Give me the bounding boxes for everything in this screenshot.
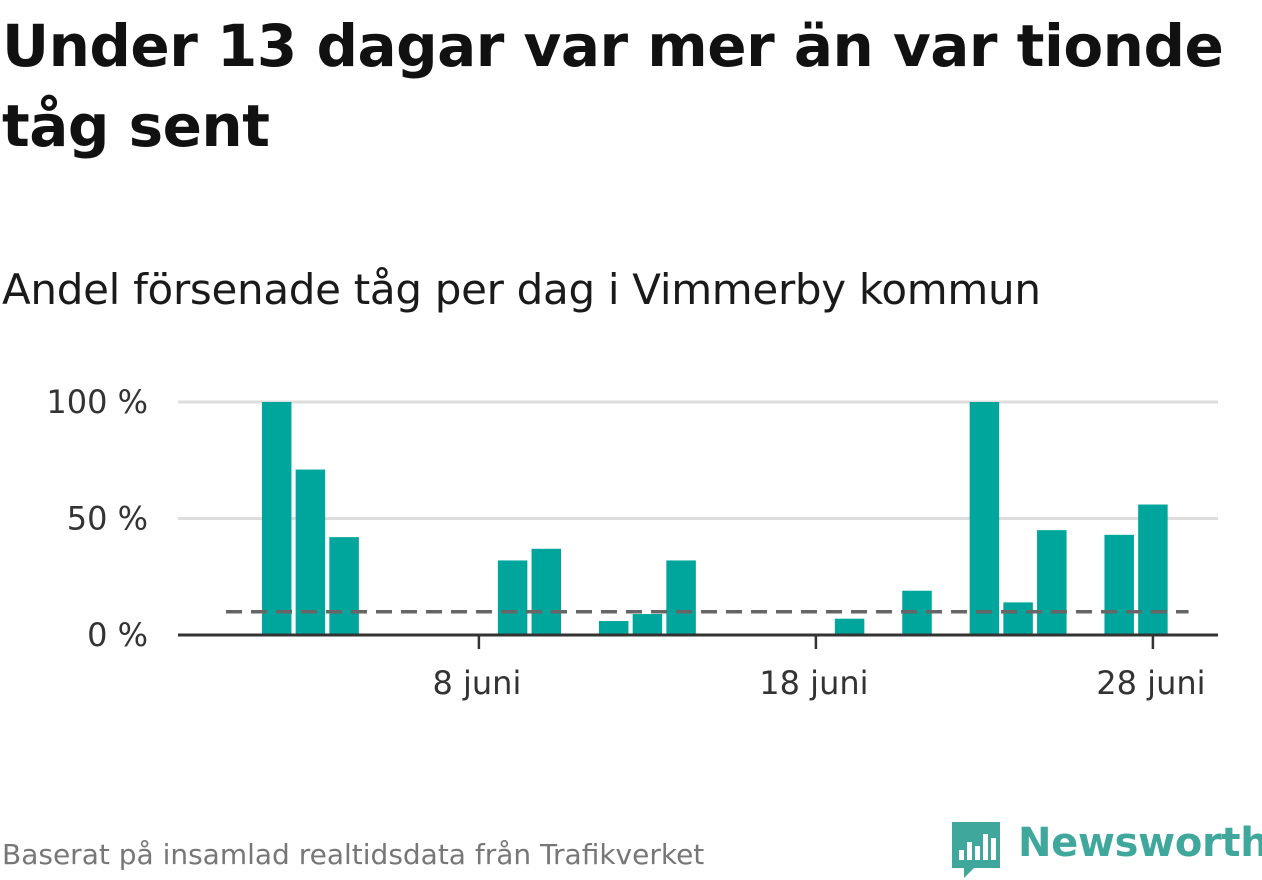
bar-day-19 xyxy=(834,618,865,635)
bar-chart: 0 % 50 % 100 % 8 juni 18 juni 28 juni xyxy=(46,383,1218,702)
bar-day-12 xyxy=(598,621,629,635)
bar-day-28 xyxy=(1138,504,1168,635)
x-tick-label: 8 juni xyxy=(432,664,521,702)
bar-day-9 xyxy=(497,560,528,635)
y-tick-label: 100 % xyxy=(46,383,148,421)
brand-name: Newsworthy xyxy=(1018,820,1262,866)
axes: 0 % 50 % 100 % 8 juni 18 juni 28 juni xyxy=(46,383,1218,702)
bar-day-4 xyxy=(329,537,359,635)
x-tick-label: 28 juni xyxy=(1096,664,1205,702)
bar-day-2 xyxy=(261,402,292,635)
bar-day-25 xyxy=(1037,530,1067,635)
chart-subtitle: Andel försenade tåg per dag i Vimmerby k… xyxy=(2,265,1041,314)
grid-lines xyxy=(178,400,1218,520)
bar-day-13 xyxy=(632,614,663,635)
bar-day-27 xyxy=(1104,534,1134,635)
source-note: Baserat på insamlad realtidsdata från Tr… xyxy=(2,838,705,871)
newsworthy-logo: Newsworthy xyxy=(950,818,1262,878)
bar-day-23 xyxy=(969,402,1000,635)
bar-day-24 xyxy=(1003,602,1033,635)
chart-title: Under 13 dagar var mer än var tionde tåg… xyxy=(2,12,1224,160)
y-tick-label: 0 % xyxy=(87,616,148,654)
bar-day-10 xyxy=(531,548,562,635)
newsworthy-logo-icon xyxy=(952,822,1000,878)
y-tick-label: 50 % xyxy=(67,500,148,538)
bar-day-3 xyxy=(295,469,326,635)
x-tick-label: 18 juni xyxy=(759,664,868,702)
bar-day-14 xyxy=(666,560,696,635)
bars xyxy=(261,402,1168,635)
